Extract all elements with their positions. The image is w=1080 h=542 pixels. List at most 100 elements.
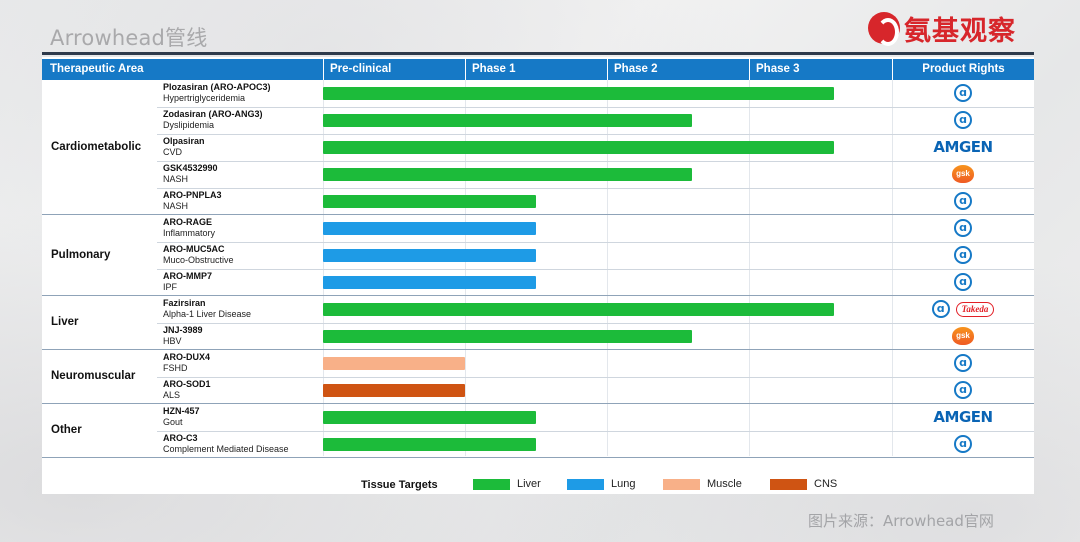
pipeline-bar — [323, 222, 536, 235]
drug-cell: ARO-RAGE Inflammatory — [163, 217, 215, 239]
brand-logo: 氨基观察 — [868, 10, 1038, 47]
pipeline-bar — [323, 249, 536, 262]
drug-name: ARO-C3 — [163, 433, 198, 443]
product-rights-cell: ɑ — [892, 242, 1034, 268]
legend-swatch — [663, 478, 700, 490]
drug-name: Plozasiran (ARO-APOC3) — [163, 82, 271, 92]
product-rights-cell: ɑ — [892, 269, 1034, 295]
drug-name: JNJ-3989 — [163, 325, 203, 335]
product-rights-cell: gsk — [892, 323, 1034, 349]
drug-cell: ARO-MUC5AC Muco-Obstructive — [163, 244, 234, 266]
row-separator — [157, 242, 1034, 243]
drug-cell: Plozasiran (ARO-APOC3) Hypertriglyceridem… — [163, 82, 271, 104]
arrowhead-logo-icon: ɑ — [931, 300, 950, 318]
drug-name: ARO-SOD1 — [163, 379, 211, 389]
drug-indication: Muco-Obstructive — [163, 255, 234, 265]
pipeline-bar — [323, 330, 693, 343]
brand-icon — [868, 12, 900, 46]
product-rights-cell: ɑ — [892, 188, 1034, 214]
column-guide — [607, 80, 608, 456]
title-rule — [42, 52, 1034, 55]
column-guide — [465, 80, 466, 456]
area-block — [42, 350, 1034, 404]
pipeline-bar — [323, 87, 835, 100]
header-phase2: Phase 2 — [607, 59, 749, 80]
column-guide — [892, 80, 893, 456]
product-rights-cell: AMGEN — [892, 134, 1034, 160]
gsk-logo: gsk — [952, 165, 974, 183]
drug-cell: JNJ-3989 HBV — [163, 325, 203, 347]
drug-cell: ARO-PNPLA3 NASH — [163, 190, 222, 212]
product-rights-cell: ɑ — [892, 350, 1034, 376]
row-separator — [157, 377, 1034, 378]
drug-name: ARO-MUC5AC — [163, 244, 225, 254]
arrowhead-logo-icon: ɑ — [954, 273, 972, 291]
pipeline-bar — [323, 141, 835, 154]
legend-swatch — [770, 478, 807, 490]
drug-name: GSK4532990 — [163, 163, 218, 173]
arrowhead-logo-icon: ɑ — [954, 84, 972, 102]
drug-cell: Zodasiran (ARO-ANG3) Dyslipidemia — [163, 109, 263, 131]
column-guide — [749, 80, 750, 456]
amgen-logo: AMGEN — [933, 408, 993, 426]
row-separator — [157, 431, 1034, 432]
header-product-rights: Product Rights — [892, 59, 1034, 80]
gsk-logo: gsk — [952, 327, 974, 345]
drug-name: ARO-RAGE — [163, 217, 212, 227]
pipeline-table: Therapeutic Area Pre-clinical Phase 1 Ph… — [42, 57, 1034, 494]
drug-name: Fazirsiran — [163, 298, 206, 308]
legend-item-lung: Lung — [567, 477, 635, 491]
area-block — [42, 80, 1034, 215]
area-label: Other — [51, 424, 82, 436]
drug-indication: Hypertriglyceridemia — [163, 93, 246, 103]
area-block — [42, 296, 1034, 350]
arrowhead-logo-icon: ɑ — [954, 111, 972, 129]
brand-name: 氨基观察 — [904, 15, 1016, 47]
drug-indication: CVD — [163, 147, 183, 157]
legend: Tissue Targets Liver Lung Muscle CNS — [42, 468, 1034, 503]
pipeline-bar — [323, 276, 536, 289]
legend-label: CNS — [814, 478, 838, 490]
row-separator — [157, 188, 1034, 189]
amgen-logo: AMGEN — [933, 138, 993, 156]
arrowhead-logo-icon: ɑ — [954, 219, 972, 237]
page-title: Arrowhead管线 — [50, 26, 208, 50]
product-rights-cell: ɑ — [892, 431, 1034, 457]
drug-name: ARO-MMP7 — [163, 271, 212, 281]
legend-swatch — [473, 478, 510, 490]
legend-title: Tissue Targets — [361, 479, 438, 491]
area-label: Liver — [51, 316, 79, 328]
drug-indication: Inflammatory — [163, 228, 216, 238]
pipeline-bar — [323, 303, 835, 316]
product-rights-cell: ɑ — [892, 377, 1034, 403]
drug-indication: Complement Mediated Disease — [163, 444, 289, 454]
source-caption: 图片来源：Arrowhead官网 — [808, 512, 994, 530]
drug-indication: Alpha-1 Liver Disease — [163, 309, 252, 319]
drug-cell: ARO-MMP7 IPF — [163, 271, 212, 293]
area-label: Neuromuscular — [51, 370, 136, 382]
drug-indication: HBV — [163, 336, 182, 346]
column-guide — [323, 80, 324, 456]
pipeline-bar — [323, 168, 693, 181]
product-rights-cell: ɑ Takeda — [892, 296, 1034, 322]
drug-name: ARO-DUX4 — [163, 352, 211, 362]
arrowhead-logo-icon: ɑ — [954, 381, 972, 399]
takeda-logo: Takeda — [955, 301, 995, 317]
arrowhead-logo-icon: ɑ — [954, 192, 972, 210]
legend-label: Lung — [611, 478, 636, 490]
drug-indication: IPF — [163, 282, 178, 292]
legend-item-cns: CNS — [770, 477, 837, 491]
drug-name: ARO-PNPLA3 — [163, 190, 222, 200]
header-preclinical: Pre-clinical — [323, 59, 465, 80]
row-separator — [157, 269, 1034, 270]
drug-cell: Olpasiran CVD — [163, 136, 205, 158]
area-label: Pulmonary — [51, 248, 111, 261]
table-header: Therapeutic Area Pre-clinical Phase 1 Ph… — [42, 59, 1034, 80]
legend-item-liver: Liver — [473, 477, 541, 491]
arrowhead-logo-icon: ɑ — [954, 435, 972, 453]
pipeline-bar — [323, 195, 536, 208]
arrowhead-logo-icon: ɑ — [954, 246, 972, 264]
row-separator — [157, 323, 1034, 324]
drug-indication: Gout — [163, 417, 183, 427]
product-rights-cell: ɑ — [892, 107, 1034, 133]
